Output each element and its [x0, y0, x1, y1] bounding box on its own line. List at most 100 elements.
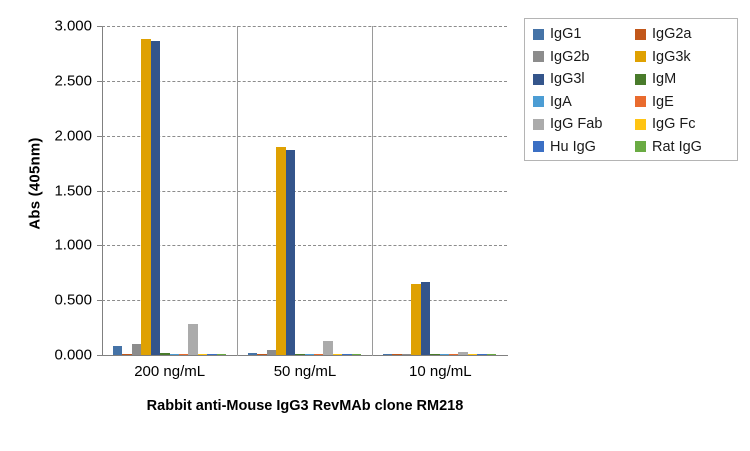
gridline: [102, 300, 507, 302]
bar-igg2b[interactable]: [266, 350, 277, 355]
chart-title: Rabbit anti-Mouse IgG3 RevMAb clone RM21…: [146, 398, 464, 414]
legend-label: IgG2b: [550, 48, 590, 65]
legend-swatch-icon: [533, 51, 544, 63]
y-axis-tick-label: 2.000: [54, 127, 92, 145]
legend-item-iga[interactable]: IgA: [533, 93, 631, 110]
legend-item-igg-fab[interactable]: IgG Fab: [533, 117, 631, 132]
bar-rat-igg[interactable]: [486, 353, 497, 355]
category-separator: [371, 26, 373, 356]
legend-item-igg2b[interactable]: IgG2b: [533, 48, 631, 65]
plot-area: 3.000 2.500 2.000 1.500 1.000 0.500 0.000: [54, 18, 507, 364]
gridline: [102, 80, 507, 82]
bar-hu-igg[interactable]: [207, 353, 217, 355]
gridline: [102, 245, 507, 247]
legend-swatch-icon: [635, 96, 646, 108]
x-axis-category-label: 10 ng/mL: [409, 363, 472, 380]
bar-igg2a[interactable]: [392, 353, 402, 355]
legend-swatch-icon: [533, 28, 544, 40]
bar-igm[interactable]: [160, 353, 170, 355]
legend-item-igg1[interactable]: IgG1: [533, 27, 631, 42]
legend-label: Rat IgG: [652, 138, 702, 155]
y-axis-tick-label: 0.500: [54, 291, 92, 309]
gridline: [102, 355, 507, 356]
bar-ige[interactable]: [448, 353, 459, 355]
bar-groups: [102, 26, 507, 355]
legend-label: IgA: [550, 93, 572, 110]
bar-iga[interactable]: [304, 353, 314, 355]
bar-igg-fc[interactable]: [332, 353, 343, 355]
legend-item-igm[interactable]: IgM: [635, 72, 733, 87]
bar-group-bars: [382, 26, 497, 355]
y-axis-tick: [97, 190, 102, 192]
x-axis-category-label: 50 ng/mL: [273, 363, 337, 380]
bar-igg-fab[interactable]: [188, 324, 198, 355]
bar-group: [102, 26, 237, 355]
bar-igg3k[interactable]: [276, 146, 286, 355]
y-axis-tick-label: 2.500: [54, 72, 92, 90]
bar-igg-fc[interactable]: [467, 353, 478, 355]
legend-swatch-icon: [635, 141, 646, 153]
bar-group-bars: [112, 26, 227, 355]
legend-swatch-icon: [635, 51, 646, 63]
bar-rat-igg[interactable]: [216, 353, 227, 355]
x-axis-category-label: 200 ng/mL: [134, 363, 206, 380]
legend-label: IgG2a: [652, 26, 692, 42]
y-axis-tick: [97, 355, 102, 356]
y-axis-tick: [97, 135, 102, 137]
legend-swatch-icon: [533, 141, 544, 153]
bar-igg-fab[interactable]: [458, 351, 468, 355]
bar-igg2a[interactable]: [257, 353, 267, 355]
gridline: [102, 135, 507, 137]
bar-igg1[interactable]: [382, 353, 393, 355]
legend-label: IgE: [652, 93, 674, 110]
bar-igg2b[interactable]: [131, 344, 142, 355]
legend-item-igg3k[interactable]: IgG3k: [635, 48, 733, 65]
legend-swatch-icon: [533, 73, 544, 85]
y-axis-tick: [97, 80, 102, 82]
legend-label: IgG3k: [652, 48, 691, 65]
y-axis-tick: [97, 26, 102, 27]
bar-igg-fc[interactable]: [197, 353, 208, 355]
legend-item-hu-igg[interactable]: Hu IgG: [533, 138, 631, 155]
gridline: [102, 26, 507, 27]
bar-rat-igg[interactable]: [351, 353, 362, 355]
bar-igg3k[interactable]: [141, 39, 151, 355]
legend-label: IgG Fab: [550, 116, 603, 132]
bar-iga[interactable]: [169, 353, 179, 355]
legend-label: Hu IgG: [550, 138, 596, 155]
y-axis-tick: [97, 300, 102, 302]
y-axis-tick-label: 1.500: [54, 182, 92, 199]
chart-legend: IgG1 IgG2a IgG2b IgG3k IgG3l IgM IgA IgE IgG Fab…: [524, 18, 738, 161]
legend-swatch-icon: [635, 28, 646, 40]
bar-igg3l[interactable]: [420, 281, 431, 355]
bar-ige[interactable]: [313, 353, 324, 355]
bar-igm[interactable]: [295, 353, 305, 355]
bar-igg3l[interactable]: [150, 41, 161, 355]
bar-igg-fab[interactable]: [323, 340, 333, 355]
bar-igg1[interactable]: [247, 352, 258, 355]
x-axis-category-labels: 200 ng/mL 50 ng/mL 10 ng/mL: [102, 363, 508, 380]
legend-label: IgG1: [550, 26, 582, 42]
legend-item-igg3l[interactable]: IgG3l: [533, 72, 631, 87]
legend-swatch-icon: [635, 73, 646, 85]
bar-iga[interactable]: [439, 353, 449, 355]
bar-igg2b[interactable]: [401, 353, 412, 355]
bar-group: [237, 26, 372, 355]
bar-hu-igg[interactable]: [477, 353, 487, 355]
bar-ige[interactable]: [178, 353, 189, 355]
bar-igm[interactable]: [430, 353, 440, 355]
legend-item-rat-igg[interactable]: Rat IgG: [635, 138, 733, 155]
bar-hu-igg[interactable]: [342, 353, 352, 355]
y-axis-tick-label: 3.000: [54, 17, 92, 35]
legend-item-igg2a[interactable]: IgG2a: [635, 27, 733, 42]
bar-igg3l[interactable]: [285, 149, 296, 355]
legend-label: IgM: [652, 71, 677, 87]
bar-igg2a[interactable]: [122, 353, 132, 355]
legend-swatch-icon: [635, 118, 646, 130]
bar-group-bars: [247, 26, 362, 355]
bar-igg3k[interactable]: [411, 283, 421, 355]
bar-igg1[interactable]: [112, 346, 123, 355]
bar-group: [372, 26, 507, 355]
legend-item-ige[interactable]: IgE: [635, 93, 733, 110]
legend-item-igg-fc[interactable]: IgG Fc: [635, 117, 733, 132]
